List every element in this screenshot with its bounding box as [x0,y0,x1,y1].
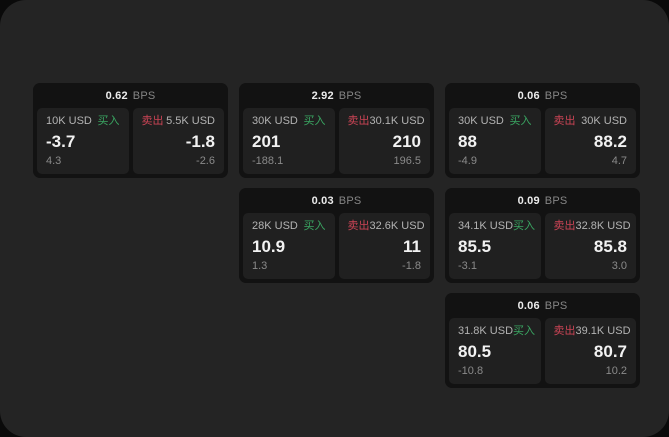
buy-label: 买入 [303,115,326,127]
spread-value: 0.06 [517,299,540,312]
sell-price: 11 [403,237,421,256]
sell-panel[interactable]: 卖出 30K USD 88.2 4.7 [544,108,636,174]
sell-label: 卖出 [553,325,576,337]
card-header: 2.92 BPS [239,83,434,108]
spread-value: 0.09 [517,194,540,207]
quote-card: 0.09 BPS 34.1K USD 买入 85.5 -3.1 卖出 32.8K… [445,188,640,283]
sell-label: 卖出 [141,115,164,127]
buy-amount: 31.8K USD [458,325,514,337]
panels: 30K USD 买入 88 -4.9 卖出 30K USD 88.2 4.7 [445,108,640,178]
sell-delta: -2.6 [196,155,215,167]
sell-amount: 30K USD [581,115,627,127]
buy-price: 10.9 [252,237,286,256]
sell-panel[interactable]: 卖出 32.8K USD 85.8 3.0 [544,213,636,279]
panels: 30K USD 买入 201 -188.1 卖出 30.1K USD 210 1… [239,108,434,178]
card-header: 0.06 BPS [445,293,640,318]
spread-unit: BPS [338,194,362,207]
sell-label: 卖出 [553,220,576,232]
quote-cards-grid: 0.62 BPS 10K USD 买入 -3.7 4.3 卖出 5.5K USD [33,83,640,388]
card-header: 0.09 BPS [445,188,640,213]
buy-amount: 34.1K USD [458,220,514,232]
spread-value: 0.03 [311,194,334,207]
buy-label: 买入 [513,325,536,337]
sell-amount: 30.1K USD [369,115,425,127]
quote-card: 0.06 BPS 30K USD 买入 88 -4.9 卖出 30K USD [445,83,640,178]
panels: 28K USD 买入 10.9 1.3 卖出 32.6K USD 11 -1.8 [239,213,434,283]
buy-panel[interactable]: 31.8K USD 买入 80.5 -10.8 [449,318,541,384]
sell-delta: 196.5 [393,155,421,167]
spread-unit: BPS [544,299,568,312]
sell-panel[interactable]: 卖出 39.1K USD 80.7 10.2 [544,318,636,384]
panels: 10K USD 买入 -3.7 4.3 卖出 5.5K USD -1.8 -2.… [33,108,228,178]
sell-label: 卖出 [553,115,576,127]
sell-delta: 3.0 [611,260,627,272]
buy-delta: -188.1 [252,155,284,167]
spread-value: 0.62 [105,89,128,102]
sell-price: -1.8 [185,132,215,151]
buy-amount: 30K USD [458,115,504,127]
spread-value: 0.06 [517,89,540,102]
spread-unit: BPS [338,89,362,102]
sell-delta: 10.2 [605,365,627,377]
sell-panel[interactable]: 卖出 30.1K USD 210 196.5 [338,108,430,174]
buy-delta: 1.3 [252,260,268,272]
buy-delta: -3.1 [458,260,477,272]
panels: 31.8K USD 买入 80.5 -10.8 卖出 39.1K USD 80.… [445,318,640,388]
buy-price: 201 [252,132,281,151]
sell-panel[interactable]: 卖出 32.6K USD 11 -1.8 [338,213,430,279]
buy-delta: -4.9 [458,155,477,167]
sell-delta: -1.8 [402,260,421,272]
quote-card: 2.92 BPS 30K USD 买入 201 -188.1 卖出 30.1K … [239,83,434,178]
buy-price: 85.5 [458,237,492,256]
sell-label: 卖出 [347,115,370,127]
buy-panel[interactable]: 30K USD 买入 88 -4.9 [449,108,541,174]
buy-panel[interactable]: 10K USD 买入 -3.7 4.3 [37,108,129,174]
buy-label: 买入 [513,220,536,232]
sell-amount: 5.5K USD [166,115,215,127]
sell-amount: 32.8K USD [575,220,631,232]
card-header: 0.03 BPS [239,188,434,213]
buy-price: 80.5 [458,342,492,361]
card-header: 0.06 BPS [445,83,640,108]
quote-card: 0.62 BPS 10K USD 买入 -3.7 4.3 卖出 5.5K USD [33,83,228,178]
buy-panel[interactable]: 34.1K USD 买入 85.5 -3.1 [449,213,541,279]
sell-price: 88.2 [593,132,627,151]
buy-label: 买入 [303,220,326,232]
buy-price: 88 [458,132,477,151]
sell-price: 85.8 [593,237,627,256]
quote-card: 0.06 BPS 31.8K USD 买入 80.5 -10.8 卖出 39.1… [445,293,640,388]
spread-value: 2.92 [311,89,334,102]
sell-label: 卖出 [347,220,370,232]
buy-panel[interactable]: 30K USD 买入 201 -188.1 [243,108,335,174]
spread-unit: BPS [544,89,568,102]
sell-price: 210 [392,132,421,151]
sell-panel[interactable]: 卖出 5.5K USD -1.8 -2.6 [132,108,224,174]
buy-amount: 28K USD [252,220,298,232]
buy-amount: 10K USD [46,115,92,127]
sell-delta: 4.7 [611,155,627,167]
buy-amount: 30K USD [252,115,298,127]
sell-price: 80.7 [593,342,627,361]
sell-amount: 39.1K USD [575,325,631,337]
quote-card: 0.03 BPS 28K USD 买入 10.9 1.3 卖出 32.6K US… [239,188,434,283]
spread-unit: BPS [132,89,156,102]
buy-delta: -10.8 [458,365,484,377]
spread-unit: BPS [544,194,568,207]
buy-delta: 4.3 [46,155,62,167]
sell-amount: 32.6K USD [369,220,425,232]
buy-label: 买入 [509,115,532,127]
buy-label: 买入 [97,115,120,127]
buy-panel[interactable]: 28K USD 买入 10.9 1.3 [243,213,335,279]
panels: 34.1K USD 买入 85.5 -3.1 卖出 32.8K USD 85.8… [445,213,640,283]
card-header: 0.62 BPS [33,83,228,108]
buy-price: -3.7 [46,132,76,151]
